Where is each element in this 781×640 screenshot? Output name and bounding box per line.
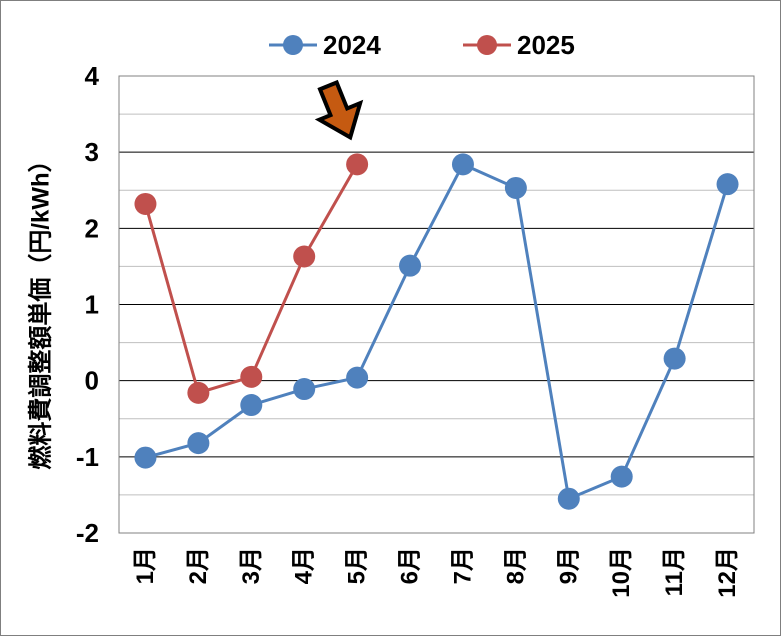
down-arrow-icon [314, 79, 364, 141]
x-tick-label: 3月 [238, 547, 265, 584]
minor-gridlines [119, 113, 754, 496]
legend: 2024 2025 [269, 30, 575, 60]
major-gridlines [119, 75, 754, 534]
data-point-2024 [346, 366, 369, 389]
data-point-2024 [240, 394, 263, 417]
y-tick-label: 2 [85, 213, 99, 243]
y-tick-label: -2 [76, 518, 99, 548]
y-axis: -2 -1 0 1 2 3 4 [76, 61, 100, 548]
x-tick-label: 11月 [661, 547, 688, 596]
y-tick-label: 3 [85, 137, 99, 167]
data-point-2024 [557, 487, 580, 510]
series-group [134, 153, 739, 510]
x-tick-label: 4月 [291, 547, 318, 584]
x-tick-label: 9月 [555, 547, 582, 584]
x-tick-label: 12月 [714, 547, 741, 598]
legend-label-2025: 2025 [517, 30, 575, 60]
data-point-2025 [240, 365, 263, 388]
y-tick-label: 1 [85, 290, 99, 320]
data-point-2024 [134, 446, 157, 469]
data-point-2024 [187, 432, 210, 455]
data-point-2025 [293, 245, 316, 268]
data-point-2024 [716, 173, 739, 196]
y-tick-label: -1 [76, 442, 99, 472]
annotation [314, 79, 364, 141]
data-point-2024 [451, 153, 474, 176]
legend-marker-2025 [477, 35, 497, 55]
data-point-2025 [187, 381, 210, 404]
legend-marker-2024 [283, 35, 303, 55]
y-tick-label: 4 [85, 61, 100, 91]
data-point-2024 [663, 347, 686, 370]
series-line-2025 [144, 163, 359, 395]
legend-label-2024: 2024 [323, 30, 381, 60]
data-point-2024 [399, 254, 422, 277]
data-point-2025 [346, 153, 369, 176]
data-point-2024 [610, 465, 633, 488]
y-axis-title: 燃料費調整額単価（円/kWh） [27, 148, 55, 469]
data-point-2024 [504, 176, 527, 199]
x-tick-label: 6月 [397, 547, 424, 584]
x-tick-label: 10月 [608, 547, 635, 598]
x-tick-label: 2月 [185, 547, 212, 584]
x-axis: 1月 2月 3月 4月 5月 6月 7月 8月 9月 10月 11月 12月 [132, 547, 741, 598]
x-tick-label: 1月 [132, 547, 159, 584]
x-tick-label: 8月 [502, 547, 529, 584]
y-tick-label: 0 [85, 366, 99, 396]
data-point-2024 [293, 378, 316, 401]
data-point-2025 [134, 192, 157, 215]
x-tick-label: 5月 [344, 547, 371, 584]
plot-area [118, 75, 755, 534]
x-tick-label: 7月 [449, 547, 476, 584]
series-line-2024 [145, 162, 729, 501]
